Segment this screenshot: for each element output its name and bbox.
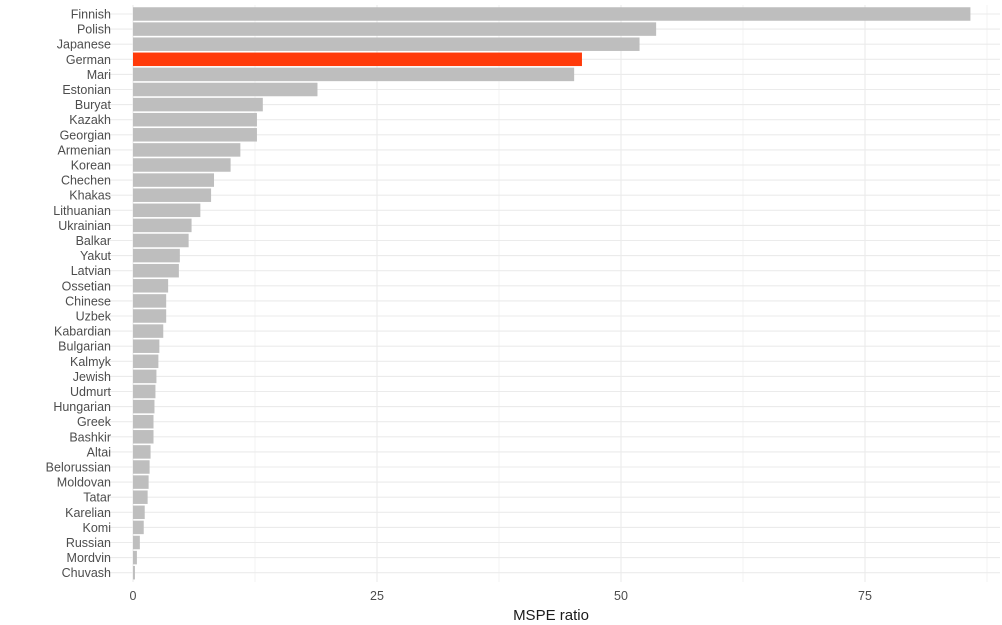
category-label-finnish: Finnish: [71, 8, 111, 22]
bar-finnish: [133, 7, 971, 21]
category-label-karelian: Karelian: [65, 506, 111, 520]
category-label-chechen: Chechen: [61, 174, 111, 188]
category-label-hungarian: Hungarian: [53, 400, 111, 414]
bar-balkar: [133, 233, 189, 248]
bar-armenian: [133, 143, 241, 157]
bar-tatar: [133, 490, 148, 504]
bar-komi: [133, 520, 144, 535]
category-label-chinese: Chinese: [65, 294, 111, 308]
category-label-russian: Russian: [66, 536, 111, 550]
bar-latvian: [133, 263, 179, 278]
bar-jewish: [133, 369, 157, 384]
category-label-korean: Korean: [71, 159, 111, 173]
category-label-buryat: Buryat: [75, 98, 112, 112]
bars: [133, 7, 971, 580]
category-label-udmurt: Udmurt: [70, 385, 112, 399]
category-label-komi: Komi: [83, 521, 111, 535]
bar-kazakh: [133, 112, 257, 127]
category-label-ukrainian: Ukrainian: [58, 219, 111, 233]
x-tick-label: 50: [614, 589, 628, 603]
category-label-mordvin: Mordvin: [67, 551, 112, 565]
category-label-yakut: Yakut: [80, 249, 112, 263]
category-label-german: German: [66, 53, 111, 67]
category-label-polish: Polish: [77, 23, 111, 37]
category-label-lithuanian: Lithuanian: [53, 204, 111, 218]
bar-georgian: [133, 128, 257, 142]
bar-ukrainian: [133, 218, 192, 233]
category-label-estonian: Estonian: [62, 83, 111, 97]
bar-yakut: [133, 248, 180, 263]
category-label-jewish: Jewish: [73, 370, 111, 384]
bar-japanese: [133, 37, 640, 51]
bar-ossetian: [133, 279, 169, 293]
category-label-greek: Greek: [77, 415, 112, 429]
bar-belorussian: [133, 460, 150, 474]
bar-mordvin: [133, 550, 137, 565]
bar-kalmyk: [133, 354, 159, 369]
category-labels: FinnishPolishJapaneseGermanMariEstonianB…: [46, 8, 112, 581]
bar-greek: [133, 414, 154, 429]
category-label-japanese: Japanese: [57, 38, 111, 52]
bar-altai: [133, 445, 151, 459]
category-label-georgian: Georgian: [60, 128, 111, 142]
category-label-kabardian: Kabardian: [54, 325, 111, 339]
bar-moldovan: [133, 475, 149, 489]
bar-korean: [133, 158, 231, 172]
bar-khakas: [133, 188, 212, 202]
bar-hungarian: [133, 399, 155, 414]
bar-bulgarian: [133, 339, 160, 353]
bar-russian: [133, 535, 140, 550]
bar-chuvash: [133, 565, 135, 580]
x-axis-title: MSPE ratio: [513, 607, 589, 624]
bar-estonian: [133, 82, 318, 97]
bar-karelian: [133, 505, 145, 520]
category-label-altai: Altai: [87, 445, 111, 459]
category-label-mari: Mari: [87, 68, 111, 82]
bar-lithuanian: [133, 203, 201, 218]
category-label-khakas: Khakas: [69, 189, 111, 203]
x-tick-label: 25: [370, 589, 384, 603]
bar-chinese: [133, 294, 167, 308]
category-label-uzbek: Uzbek: [76, 310, 112, 324]
category-label-kalmyk: Kalmyk: [70, 355, 112, 369]
bar-german: [133, 52, 582, 67]
x-tick-label: 75: [858, 589, 872, 603]
category-label-chuvash: Chuvash: [62, 566, 111, 580]
bar-chechen: [133, 173, 215, 187]
bar-polish: [133, 22, 657, 36]
category-label-armenian: Armenian: [58, 143, 112, 157]
bar-uzbek: [133, 309, 167, 323]
bar-buryat: [133, 97, 263, 112]
category-label-ossetian: Ossetian: [62, 279, 111, 293]
bar-kabardian: [133, 324, 164, 338]
category-label-balkar: Balkar: [76, 234, 111, 248]
category-label-bulgarian: Bulgarian: [58, 340, 111, 354]
x-tick-label: 0: [130, 589, 137, 603]
category-label-latvian: Latvian: [71, 264, 111, 278]
category-label-bashkir: Bashkir: [69, 430, 111, 444]
category-label-kazakh: Kazakh: [69, 113, 111, 127]
bar-bashkir: [133, 430, 154, 444]
bar-udmurt: [133, 384, 156, 399]
category-label-tatar: Tatar: [83, 491, 111, 505]
bar-mari: [133, 67, 575, 82]
category-label-belorussian: Belorussian: [46, 461, 111, 475]
category-label-moldovan: Moldovan: [57, 476, 111, 490]
x-tick-labels: 0 25 50 75: [130, 589, 872, 603]
